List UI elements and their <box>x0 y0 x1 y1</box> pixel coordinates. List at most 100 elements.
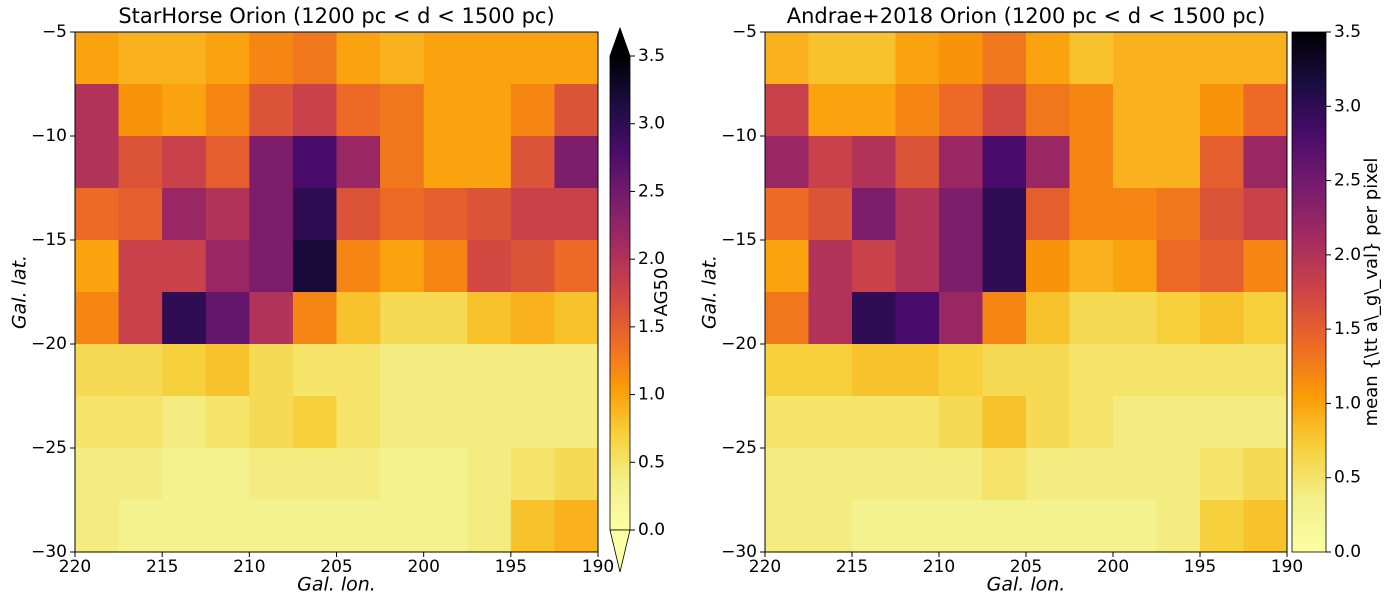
heat-cell <box>765 292 809 345</box>
colorbar-tick-label: 3.0 <box>1334 96 1361 116</box>
heat-cell <box>852 136 896 189</box>
heat-cell <box>895 448 940 501</box>
y-tick-label: −25 <box>721 438 757 458</box>
x-tick-label: 215 <box>146 557 178 577</box>
heat-cell <box>852 344 896 397</box>
heat-cell <box>75 188 120 241</box>
heat-cell <box>939 240 983 293</box>
heat-cell <box>75 396 120 449</box>
heat-cell <box>982 32 1027 85</box>
heat-cell <box>336 500 381 553</box>
heat-cell <box>1026 396 1070 449</box>
y-axis-label: Gal. lat. <box>699 255 721 329</box>
heat-cell <box>75 84 120 137</box>
heat-cell <box>1113 240 1157 293</box>
heat-cell <box>118 500 163 553</box>
heat-cell <box>75 448 120 501</box>
heat-cell <box>249 292 294 345</box>
heat-cell <box>1243 344 1288 397</box>
heat-cell <box>336 448 381 501</box>
heat-cell <box>808 188 853 241</box>
heat-cell <box>1200 32 1244 85</box>
x-tick-label: 215 <box>836 557 868 577</box>
y-tick-label: −10 <box>31 126 67 146</box>
heat-cell <box>292 448 337 501</box>
heat-cell <box>895 396 940 449</box>
heat-cell <box>510 32 555 85</box>
heat-cell <box>75 32 120 85</box>
heat-cell <box>249 240 294 293</box>
colorbar <box>1291 31 1327 553</box>
colorbar-tick-label: 0.5 <box>638 452 665 472</box>
heat-cell <box>249 344 294 397</box>
x-axis-label: Gal. lon. <box>297 574 376 596</box>
heat-cell <box>336 136 381 189</box>
heat-cell <box>765 500 809 553</box>
x-tick-label: 220 <box>749 557 781 577</box>
y-tick-label: −20 <box>31 334 67 354</box>
heat-cell <box>380 344 425 397</box>
heat-cell <box>249 396 294 449</box>
heat-cell <box>852 84 896 137</box>
y-tick-label: −30 <box>721 542 757 562</box>
heat-cell <box>1069 344 1114 397</box>
heat-cell <box>118 136 163 189</box>
heat-cell <box>808 84 853 137</box>
heat-cell <box>467 500 512 553</box>
heat-cell <box>423 32 468 85</box>
heat-cell <box>1243 448 1288 501</box>
heat-cell <box>1026 32 1070 85</box>
heat-cell <box>1026 84 1070 137</box>
heat-cell <box>118 188 163 241</box>
heat-cell <box>808 32 853 85</box>
colorbar <box>609 55 631 531</box>
heat-cell <box>1156 136 1201 189</box>
heat-cell <box>336 84 381 137</box>
heat-cell <box>939 396 983 449</box>
heat-cell <box>336 32 381 85</box>
heat-cell <box>808 448 853 501</box>
heat-cell <box>939 448 983 501</box>
heat-cell <box>852 240 896 293</box>
heat-cell <box>895 188 940 241</box>
heat-cell <box>852 500 896 553</box>
colorbar-tick-label: 2.0 <box>1334 245 1361 265</box>
heat-cell <box>852 292 896 345</box>
heat-cell <box>1200 344 1244 397</box>
colorbar-tick-label: 1.5 <box>638 317 665 337</box>
heat-cell <box>249 500 294 553</box>
heat-cell <box>939 292 983 345</box>
heat-cell <box>467 396 512 449</box>
heat-cell <box>118 32 163 85</box>
heat-cell <box>118 292 163 345</box>
heat-cell <box>1200 240 1244 293</box>
heat-cell <box>939 32 983 85</box>
heat-cell <box>554 136 599 189</box>
heat-cell <box>380 136 425 189</box>
heat-cell <box>292 188 337 241</box>
heat-cell <box>1156 500 1201 553</box>
heat-cell <box>554 344 599 397</box>
heat-cell <box>249 84 294 137</box>
x-tick-label: 205 <box>320 557 352 577</box>
heat-cell <box>205 136 250 189</box>
heat-cell <box>895 500 940 553</box>
y-tick-label: −20 <box>721 334 757 354</box>
colorbar-extend-min <box>609 529 631 573</box>
heat-cell <box>423 136 468 189</box>
heat-cell <box>467 344 512 397</box>
heat-cell <box>292 396 337 449</box>
heat-cell <box>982 292 1027 345</box>
heat-cell <box>1069 32 1114 85</box>
colorbar-tick-label: 1.0 <box>638 385 665 405</box>
heat-cell <box>118 396 163 449</box>
heat-cell <box>380 396 425 449</box>
chart-title: Andrae+2018 Orion (1200 pc < d < 1500 pc… <box>787 4 1266 28</box>
heat-cell <box>1156 240 1201 293</box>
heat-cell <box>510 292 555 345</box>
heat-cell <box>205 396 250 449</box>
heat-cell <box>75 500 120 553</box>
heat-cell <box>1243 188 1288 241</box>
heat-cell <box>162 500 207 553</box>
